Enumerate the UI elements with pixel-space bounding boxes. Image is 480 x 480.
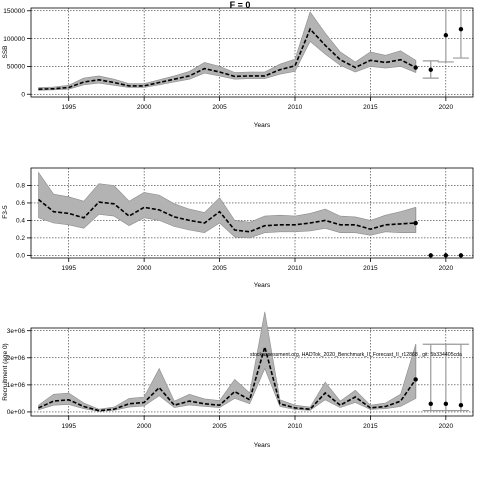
x-tick-label: 1995 [61,423,76,430]
recruitment-panel: 1995 2000 2005 2010 2015 2020 0e+00 1e+06 2e+06 3… [2,311,474,449]
y-tick-label: 0 [21,91,25,98]
estimate-line [38,27,417,90]
forecast-point [428,401,433,407]
x-tick-label: 2010 [288,423,303,430]
y-tick-label: 0e+00 [7,409,26,416]
y-tick-label: 0.0 [16,253,25,260]
y-tick-label: 50000 [7,64,25,71]
forecast-point [458,26,464,32]
x-tick-label: 2010 [288,104,303,111]
run-annotation: stockassessment.org, HADTok_2020_Benchma… [250,352,462,358]
y-tick-label: 150000 [3,8,25,15]
x-tick-label: 2000 [137,423,152,430]
y-tick-label: 2e+06 [7,355,26,362]
y-tick-label: 0.8 [16,183,25,190]
confidence-band [38,171,416,239]
y-tick-label: 0.4 [16,218,25,225]
y-axis-label: F3-5 [2,205,9,219]
x-tick-label: 2015 [363,104,378,111]
forecast-point [443,401,449,407]
forecast-point [428,67,433,72]
plot-frame [30,7,474,98]
last-year-point [413,220,418,226]
x-tick-label: 2000 [137,265,152,272]
x-axis-label: Years [254,282,271,289]
ssb-panel: 1995 2000 2005 2010 2015 2020 0 50000 100000 1500… [2,7,474,129]
x-tick-label: 2015 [363,423,378,430]
x-tick-label: 2015 [363,265,378,272]
x-tick-label: 1995 [61,265,76,272]
x-tick-label: 2020 [439,265,454,272]
forecast-point [443,253,449,258]
estimate-line [37,198,416,233]
x-tick-label: 2010 [288,265,303,272]
x-tick-label: 2005 [212,104,227,111]
estimate-line [38,343,417,412]
x-tick-label: 2005 [212,423,227,430]
x-tick-label: 2000 [137,104,152,111]
x-tick-label: 1995 [61,104,76,111]
last-year-point [413,377,418,382]
x-tick-label: 2020 [439,104,454,111]
x-tick-label: 2020 [439,423,454,430]
y-tick-label: 3e+06 [7,328,26,335]
y-axis-label: SSB [2,45,9,58]
x-tick-label: 2005 [212,265,227,272]
forecast-point [458,402,464,408]
forecast-point [428,253,433,258]
y-tick-label: 100000 [3,36,25,43]
x-axis-label: Years [254,122,271,129]
y-axis-label: Recruitment (age 0) [2,343,9,400]
forecast-point [443,33,449,38]
figure-title: F = 0 [230,0,251,10]
fishing-mortality-panel: 1995 2000 2005 2010 2015 2020 0.0 0.2 0.4 0.6 0.8 Y… [2,167,474,289]
x-axis-label: Years [254,442,271,449]
y-tick-label: 0.6 [16,200,25,207]
y-tick-label: 1e+06 [7,382,26,389]
forecast-point [458,253,464,258]
y-tick-label: 0.2 [16,235,25,242]
last-year-point [413,65,418,70]
